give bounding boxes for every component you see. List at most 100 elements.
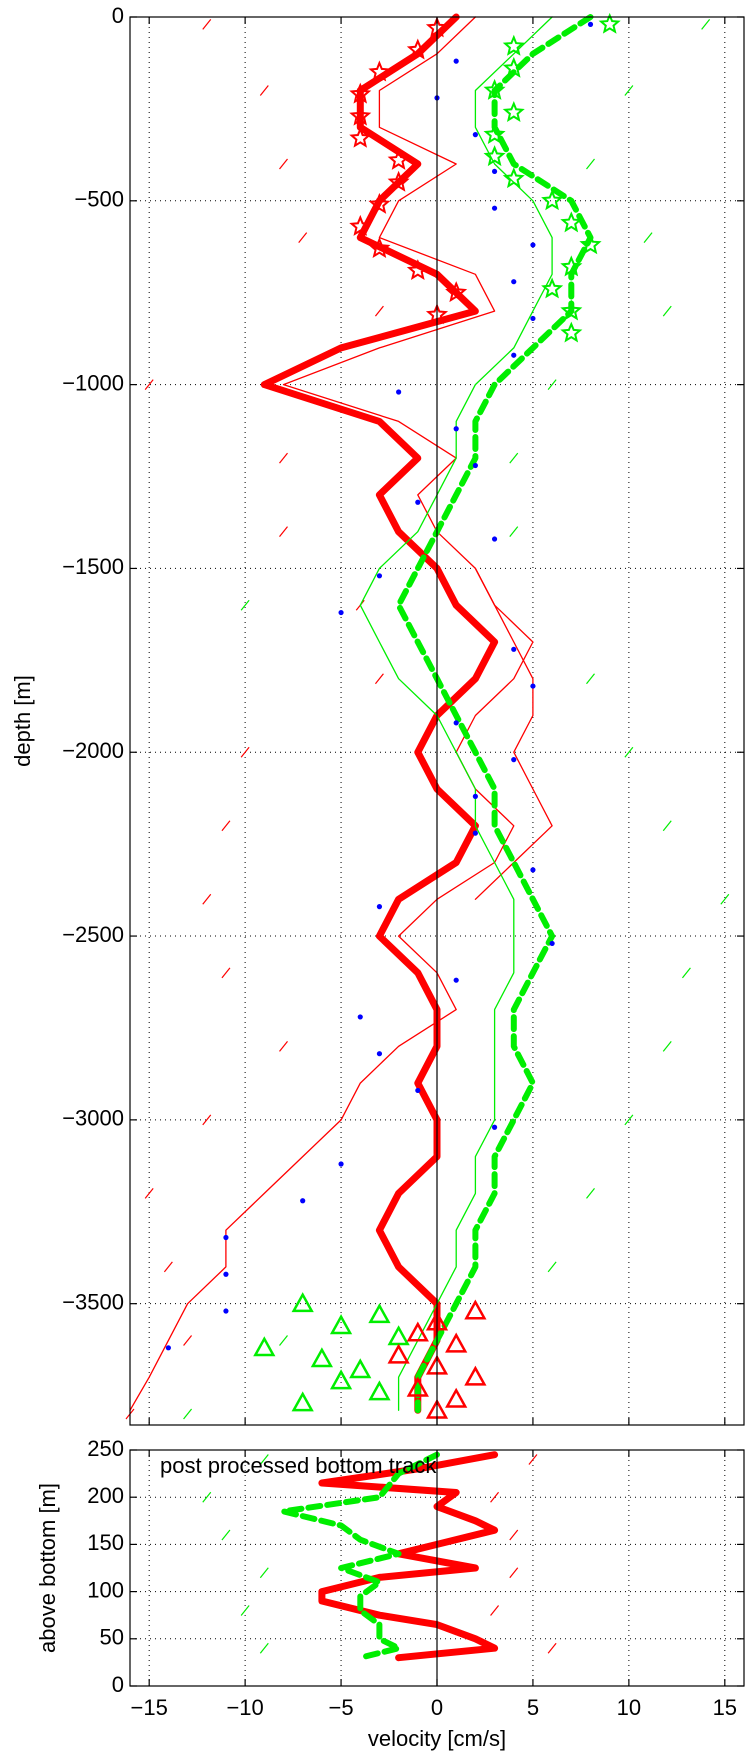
y-tick-label: 100 [87, 1577, 124, 1602]
green-noise-mark [624, 746, 634, 758]
red-star-marker [349, 126, 372, 148]
x-tick-label: −10 [226, 1695, 263, 1720]
blue-dot-marker [165, 1345, 171, 1351]
red-noise-mark [163, 1261, 173, 1273]
red-noise-mark [259, 85, 269, 96]
blue-dot-marker [530, 315, 536, 322]
green-noise-mark [662, 305, 672, 317]
blue-dot-marker [491, 168, 498, 175]
green-noise-mark [509, 526, 519, 538]
y-tick-label: 50 [100, 1625, 124, 1650]
top-ylabel: depth [m] [10, 675, 35, 767]
green-noise-mark [643, 232, 653, 243]
green-star-marker [541, 277, 564, 299]
red-triangle-marker [406, 1376, 429, 1397]
red-noise-mark [279, 452, 288, 464]
red-noise-mark [202, 1114, 212, 1126]
top-markers [165, 12, 621, 1419]
red-noise-mark [374, 305, 384, 317]
green-star-marker [502, 56, 525, 78]
red-triangle-marker [387, 1343, 410, 1364]
blue-dot-marker [376, 573, 383, 579]
red-noise-mark [279, 526, 288, 538]
red-star-marker [349, 214, 372, 236]
green-star-marker [502, 167, 525, 189]
green-triangle-marker [310, 1347, 333, 1368]
red-noise-mark [279, 1040, 288, 1052]
green-star-marker [579, 233, 602, 255]
green-star-marker [483, 78, 506, 100]
green-noise-mark [701, 18, 711, 30]
green-noise-mark [547, 1261, 557, 1273]
green-triangle-marker [368, 1380, 391, 1401]
blue-dot-marker [511, 646, 517, 652]
blue-dot-marker [453, 977, 459, 983]
red-noise-mark [509, 1567, 519, 1579]
blue-dot-marker [396, 389, 402, 395]
y-tick-label: −500 [74, 187, 124, 212]
blue-dot-marker [530, 242, 536, 248]
y-tick-label: 250 [87, 1436, 124, 1461]
red-noise-mark [144, 1188, 154, 1199]
blue-dot-marker [511, 352, 517, 358]
x-tick-label: 0 [431, 1695, 443, 1720]
green-triangle-marker [253, 1336, 276, 1357]
blue-dot-marker [415, 499, 421, 505]
red-star-marker [349, 104, 372, 126]
green-noise-mark [662, 820, 672, 832]
red-triangle-marker [464, 1365, 487, 1386]
red-noise-mark [144, 379, 154, 390]
blue-dot-marker [472, 793, 478, 799]
y-tick-label: −1000 [62, 370, 124, 395]
red-triangle-marker [406, 1321, 429, 1342]
blue-dot-marker [511, 279, 517, 285]
red-thin-line-series [474, 567, 553, 900]
blue-dot-marker [223, 1234, 229, 1241]
green-thick-dash-line-series [280, 1451, 440, 1661]
red-noise-mark [221, 967, 231, 979]
red-star-marker [368, 60, 391, 82]
blue-dot-marker [338, 1161, 344, 1167]
blue-dot-marker [491, 1124, 498, 1130]
blue-dot-marker [472, 830, 478, 836]
green-noise-mark [183, 1408, 193, 1420]
red-noise-mark [279, 158, 288, 170]
red-noise-mark [240, 746, 250, 758]
green-triangle-marker [291, 1391, 314, 1412]
blue-dot-marker [338, 609, 344, 616]
green-noise-mark [681, 967, 691, 979]
red-triangle-marker [445, 1387, 468, 1408]
green-noise-mark [509, 452, 519, 464]
x-tick-label: −15 [131, 1695, 168, 1720]
green-noise-mark [586, 1188, 595, 1199]
green-noise-mark [624, 1114, 634, 1126]
blue-dot-marker [491, 205, 498, 211]
red-noise-mark [202, 893, 212, 905]
x-tick-label: 10 [617, 1695, 641, 1720]
green-star-marker [598, 12, 621, 34]
blue-dot-marker [472, 132, 478, 138]
green-triangle-marker [349, 1358, 372, 1379]
y-tick-label: 150 [87, 1530, 124, 1555]
red-noise-mark [509, 1529, 519, 1541]
blue-dot-marker [587, 21, 594, 27]
green-star-marker [483, 122, 506, 145]
red-noise-mark [183, 1335, 193, 1346]
blue-dot-marker [530, 867, 536, 873]
red-star-marker [387, 148, 410, 170]
blue-dot-marker [453, 720, 459, 726]
green-noise-mark [624, 85, 634, 96]
green-star-marker [502, 100, 525, 123]
y-tick-label: −3000 [62, 1106, 124, 1131]
x-tick-label: 5 [527, 1695, 539, 1720]
red-star-marker [368, 236, 391, 259]
red-noise-mark [490, 1605, 500, 1616]
green-star-marker [560, 299, 583, 321]
red-noise-mark [298, 232, 308, 243]
green-thick-dash-line-series [395, 14, 594, 1414]
x-tick-label: −5 [329, 1695, 354, 1720]
red-star-marker [406, 259, 429, 281]
y-tick-label: 0 [112, 3, 124, 28]
green-star-marker [560, 211, 583, 233]
